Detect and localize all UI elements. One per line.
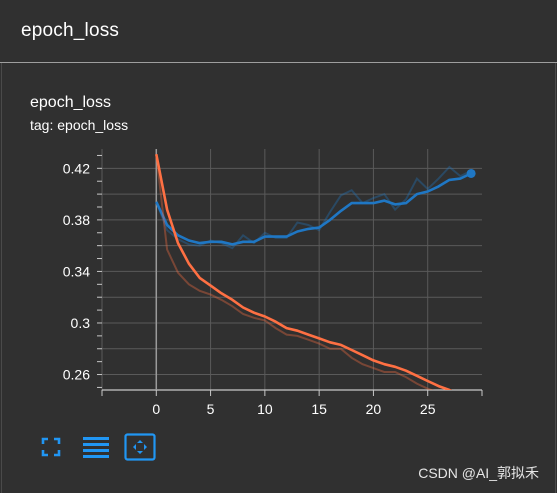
expand-icon	[124, 433, 156, 461]
series-1-smoothed-line	[155, 153, 452, 390]
fit-domain-button[interactable]	[40, 431, 62, 463]
x-tick-label: 0	[152, 401, 160, 417]
toggle-log-button[interactable]	[82, 431, 110, 463]
section-title: epoch_loss	[21, 20, 120, 41]
card-title: epoch_loss	[30, 94, 111, 111]
y-tick-label: 0.26	[63, 367, 90, 383]
x-tick-label: 15	[311, 401, 327, 417]
toggle-log-icon	[83, 437, 109, 458]
card-tag: tag: epoch_loss	[30, 117, 129, 133]
y-tick-label: 0.34	[63, 263, 90, 279]
fit-domain-icon	[41, 437, 61, 457]
line-chart[interactable]: 0 5 10 15 20 25 0.26 0.3 0.34 0.38 0.42	[2, 63, 555, 423]
y-tick-label: 0.42	[63, 160, 90, 176]
section-header[interactable]: epoch_loss	[0, 0, 557, 63]
x-tick-label: 25	[420, 401, 436, 417]
series-0-smoothed-line	[155, 172, 472, 246]
scalar-card: epoch_loss tag: epoch_loss 0 5 10 15 20 25 0.2…	[1, 63, 556, 493]
x-tick-label: 10	[257, 401, 273, 417]
y-tick-label: 0.38	[63, 212, 90, 228]
x-tick-label: 5	[207, 401, 215, 417]
series-0-endpoint-marker[interactable]	[466, 168, 476, 178]
series-0-raw-line	[155, 165, 472, 250]
series-1-raw-line	[155, 154, 435, 390]
y-tick-label: 0.3	[71, 315, 91, 331]
watermark: CSDN @AI_郭拟禾	[418, 465, 539, 481]
expand-button[interactable]	[124, 431, 156, 463]
x-tick-label: 20	[366, 401, 382, 417]
